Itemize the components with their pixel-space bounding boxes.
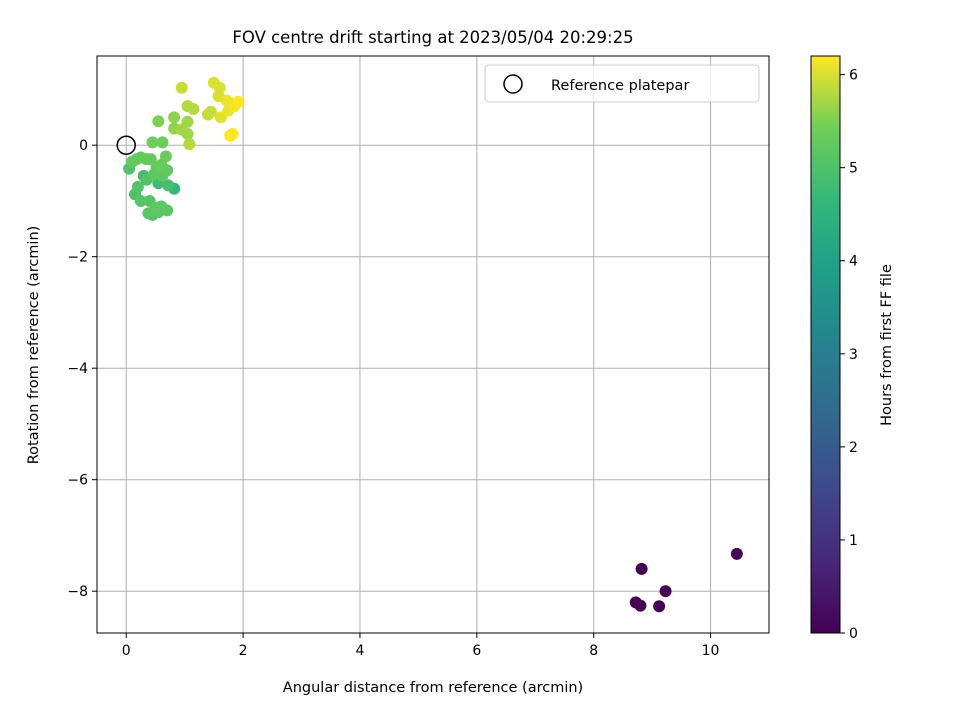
x-tick-label: 2 bbox=[239, 643, 248, 659]
chart-title: FOV centre drift starting at 2023/05/04 … bbox=[232, 28, 633, 47]
legend: Reference platepar bbox=[484, 64, 760, 103]
plot-frame bbox=[96, 55, 770, 634]
data-point bbox=[659, 585, 672, 598]
data-point bbox=[175, 81, 188, 94]
data-point bbox=[144, 153, 157, 166]
colorbar-tick-label: 3 bbox=[849, 347, 858, 363]
y-axis-ticks: 0 −2 −4 −6 −8 bbox=[67, 138, 97, 600]
colorbar-ticks: 0 1 2 3 4 5 6 bbox=[840, 68, 858, 642]
data-point bbox=[730, 547, 743, 560]
x-axis-label: Angular distance from reference (arcmin) bbox=[283, 680, 583, 696]
x-axis-ticks: 0 2 4 6 8 10 bbox=[122, 633, 720, 659]
data-points bbox=[123, 76, 743, 613]
colorbar-tick-label: 4 bbox=[849, 254, 858, 270]
y-tick-label: −6 bbox=[67, 473, 88, 489]
colorbar-label: Hours from first FF file bbox=[879, 264, 895, 426]
x-tick-label: 8 bbox=[589, 643, 598, 659]
colorbar-gradient bbox=[811, 56, 840, 633]
data-point bbox=[162, 179, 175, 192]
data-point bbox=[183, 138, 196, 151]
x-tick-label: 4 bbox=[355, 643, 364, 659]
data-point bbox=[635, 562, 648, 575]
data-point bbox=[146, 136, 159, 149]
x-tick-label: 0 bbox=[122, 643, 131, 659]
data-point bbox=[134, 194, 147, 207]
data-point bbox=[204, 105, 217, 118]
data-point bbox=[152, 115, 165, 128]
x-tick-label: 6 bbox=[472, 643, 481, 659]
data-point bbox=[156, 136, 169, 149]
colorbar-tick-label: 1 bbox=[849, 533, 858, 549]
reference-platepar-marker bbox=[116, 135, 136, 155]
data-point bbox=[161, 204, 174, 217]
data-point bbox=[181, 115, 194, 128]
y-tick-label: 0 bbox=[79, 138, 88, 154]
data-point bbox=[634, 599, 647, 612]
data-point bbox=[131, 181, 144, 194]
colorbar-tick-label: 0 bbox=[849, 626, 858, 642]
legend-marker-icon bbox=[503, 74, 523, 94]
grid bbox=[97, 56, 769, 633]
y-tick-label: −2 bbox=[67, 250, 88, 266]
data-point bbox=[653, 600, 666, 613]
colorbar-tick-label: 5 bbox=[849, 161, 858, 177]
y-axis-label: Rotation from reference (arcmin) bbox=[26, 226, 42, 465]
colorbar-frame bbox=[810, 55, 841, 634]
y-tick-label: −4 bbox=[67, 361, 88, 377]
data-point bbox=[155, 158, 168, 171]
x-tick-label: 10 bbox=[702, 643, 720, 659]
legend-entry-reference: Reference platepar bbox=[551, 78, 689, 94]
colorbar-tick-label: 2 bbox=[849, 440, 858, 456]
colorbar-tick-label: 6 bbox=[849, 68, 858, 84]
data-point bbox=[187, 102, 200, 115]
colorbar: 0 1 2 3 4 5 6 Hours from first FF file bbox=[810, 55, 895, 642]
data-point bbox=[149, 201, 162, 214]
legend-box bbox=[484, 64, 760, 103]
data-point bbox=[181, 128, 194, 141]
y-tick-label: −8 bbox=[67, 584, 88, 600]
data-point bbox=[226, 128, 239, 141]
data-point bbox=[168, 111, 181, 124]
data-point bbox=[232, 95, 245, 108]
